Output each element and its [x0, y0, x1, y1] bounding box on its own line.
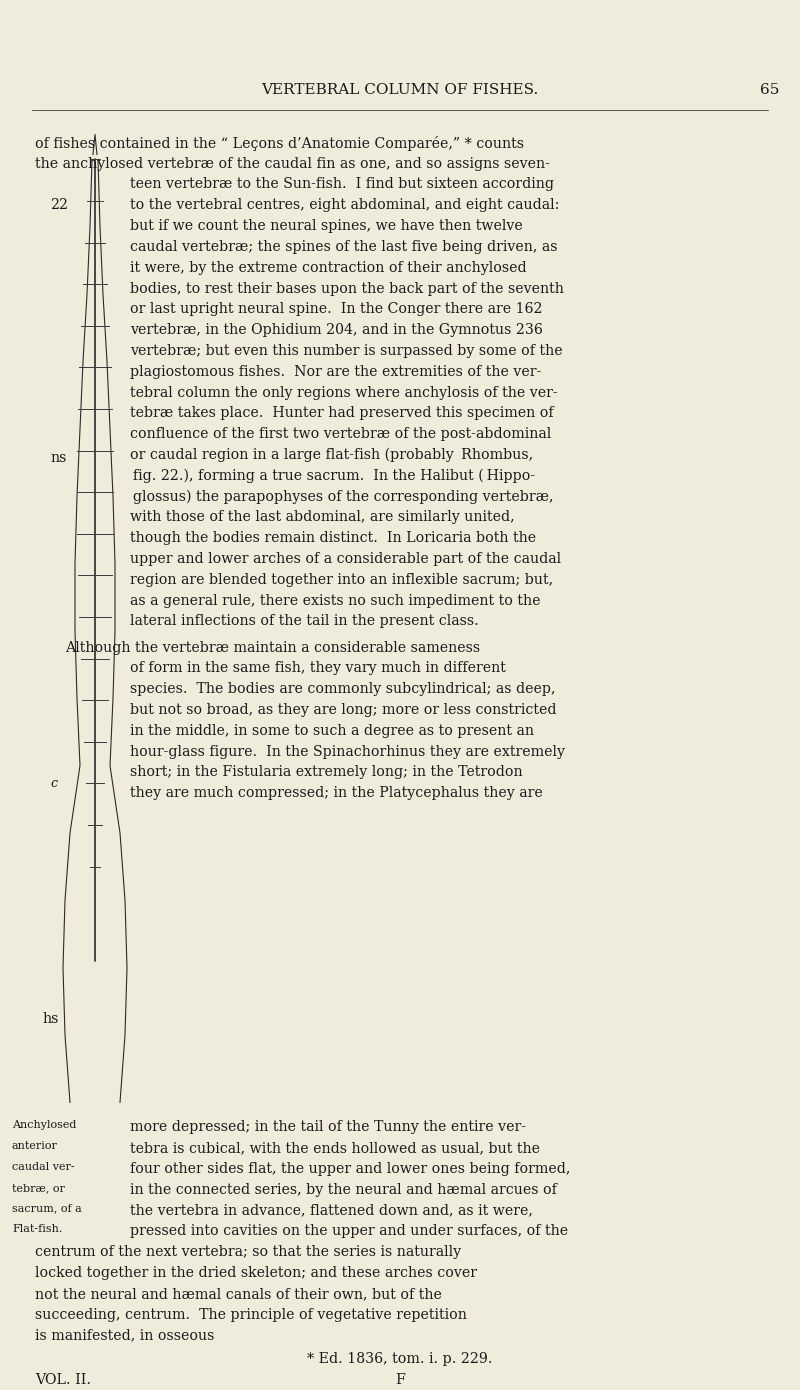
- Text: c: c: [50, 777, 57, 790]
- Text: but not so broad, as they are long; more or less constricted: but not so broad, as they are long; more…: [130, 703, 557, 717]
- Text: locked together in the dried skeleton; and these arches cover: locked together in the dried skeleton; a…: [35, 1266, 477, 1280]
- Text: tebral column the only regions where anchylosis of the ver-: tebral column the only regions where anc…: [130, 385, 558, 399]
- Text: hs: hs: [42, 1012, 58, 1026]
- Text: teen vertebræ to the Sun-fish.  I find but sixteen according: teen vertebræ to the Sun-fish. I find bu…: [130, 178, 554, 192]
- Text: * Ed. 1836, tom. i. p. 229.: * Ed. 1836, tom. i. p. 229.: [307, 1352, 493, 1366]
- Text: fig. 22.), forming a true sacrum.  In the Halibut ( Hippo-: fig. 22.), forming a true sacrum. In the…: [130, 468, 535, 484]
- Text: but if we count the neural spines, we have then twelve: but if we count the neural spines, we ha…: [130, 220, 522, 234]
- Text: Flat-fish.: Flat-fish.: [12, 1225, 62, 1234]
- Text: or caudal region in a large flat-fish (probably  Rhombus,: or caudal region in a large flat-fish (p…: [130, 448, 533, 463]
- Text: F: F: [395, 1373, 405, 1387]
- Text: confluence of the first two vertebræ of the post-abdominal: confluence of the first two vertebræ of …: [130, 427, 551, 441]
- Text: lateral inflections of the tail in the present class.: lateral inflections of the tail in the p…: [130, 614, 478, 628]
- Text: in the middle, in some to such a degree as to present an: in the middle, in some to such a degree …: [130, 724, 534, 738]
- Text: hour-glass figure.  In the Spinachorhinus they are extremely: hour-glass figure. In the Spinachorhinus…: [130, 745, 565, 759]
- Text: plagiostomous fishes.  Nor are the extremities of the ver-: plagiostomous fishes. Nor are the extrem…: [130, 364, 542, 378]
- Text: the anchylosed vertebræ of the caudal fin as one, and so assigns seven-: the anchylosed vertebræ of the caudal fi…: [35, 157, 550, 171]
- Text: they are much compressed; in the Platycephalus they are: they are much compressed; in the Platyce…: [130, 787, 542, 801]
- Text: of fishes contained in the “ Leçons d’Anatomie Comparée,” * counts: of fishes contained in the “ Leçons d’An…: [35, 136, 524, 152]
- Text: ns: ns: [50, 450, 66, 464]
- Text: in the connected series, by the neural and hæmal arcues of: in the connected series, by the neural a…: [130, 1183, 557, 1197]
- Text: vertebræ, in the Ophidium 204, and in the Gymnotus 236: vertebræ, in the Ophidium 204, and in th…: [130, 322, 543, 338]
- Text: pressed into cavities on the upper and under surfaces, of the: pressed into cavities on the upper and u…: [130, 1225, 568, 1238]
- Text: tebræ takes place.  Hunter had preserved this specimen of: tebræ takes place. Hunter had preserved …: [130, 406, 554, 420]
- Text: to the vertebral centres, eight abdominal, and eight caudal:: to the vertebral centres, eight abdomina…: [130, 199, 559, 213]
- Text: upper and lower arches of a considerable part of the caudal: upper and lower arches of a considerable…: [130, 552, 561, 566]
- Text: Although the vertebræ maintain a considerable sameness: Although the vertebræ maintain a conside…: [65, 641, 480, 655]
- Text: though the bodies remain distinct.  In Loricaria both the: though the bodies remain distinct. In Lo…: [130, 531, 536, 545]
- Text: sacrum, of a: sacrum, of a: [12, 1204, 82, 1213]
- Text: tebræ, or: tebræ, or: [12, 1183, 65, 1193]
- Text: not the neural and hæmal canals of their own, but of the: not the neural and hæmal canals of their…: [35, 1287, 442, 1301]
- Text: anterior: anterior: [12, 1141, 58, 1151]
- Text: tebra is cubical, with the ends hollowed as usual, but the: tebra is cubical, with the ends hollowed…: [130, 1141, 540, 1155]
- Text: region are blended together into an inflexible sacrum; but,: region are blended together into an infl…: [130, 573, 553, 587]
- Text: the vertebra in advance, flattened down and, as it were,: the vertebra in advance, flattened down …: [130, 1204, 533, 1218]
- Text: with those of the last abdominal, are similarly united,: with those of the last abdominal, are si…: [130, 510, 514, 524]
- Text: short; in the Fistularia extremely long; in the Tetrodon: short; in the Fistularia extremely long;…: [130, 766, 522, 780]
- Text: caudal vertebræ; the spines of the last five being driven, as: caudal vertebræ; the spines of the last …: [130, 240, 558, 254]
- Text: caudal ver-: caudal ver-: [12, 1162, 74, 1172]
- Text: succeeding, centrum.  The principle of vegetative repetition: succeeding, centrum. The principle of ve…: [35, 1308, 467, 1322]
- Text: centrum of the next vertebra; so that the series is naturally: centrum of the next vertebra; so that th…: [35, 1245, 461, 1259]
- Text: bodies, to rest their bases upon the back part of the seventh: bodies, to rest their bases upon the bac…: [130, 282, 564, 296]
- Text: 65: 65: [760, 83, 780, 97]
- Text: four other sides flat, the upper and lower ones being formed,: four other sides flat, the upper and low…: [130, 1162, 570, 1176]
- Text: VERTEBRAL COLUMN OF FISHES.: VERTEBRAL COLUMN OF FISHES.: [262, 83, 538, 97]
- Text: VOL. II.: VOL. II.: [35, 1373, 91, 1387]
- Text: vertebræ; but even this number is surpassed by some of the: vertebræ; but even this number is surpas…: [130, 343, 562, 357]
- Text: more depressed; in the tail of the Tunny the entire ver-: more depressed; in the tail of the Tunny…: [130, 1120, 526, 1134]
- Text: it were, by the extreme contraction of their anchylosed: it were, by the extreme contraction of t…: [130, 261, 526, 275]
- Text: 22: 22: [50, 199, 68, 213]
- Text: or last upright neural spine.  In the Conger there are 162: or last upright neural spine. In the Con…: [130, 302, 542, 317]
- Text: of form in the same fish, they vary much in different: of form in the same fish, they vary much…: [130, 662, 506, 676]
- Text: Anchylosed: Anchylosed: [12, 1120, 76, 1130]
- Text: as a general rule, there exists no such impediment to the: as a general rule, there exists no such …: [130, 594, 541, 607]
- Text: species.  The bodies are commonly subcylindrical; as deep,: species. The bodies are commonly subcyli…: [130, 682, 555, 696]
- Text: glossus) the parapophyses of the corresponding vertebræ,: glossus) the parapophyses of the corresp…: [130, 489, 554, 505]
- Text: is manifested, in osseous: is manifested, in osseous: [35, 1329, 214, 1343]
